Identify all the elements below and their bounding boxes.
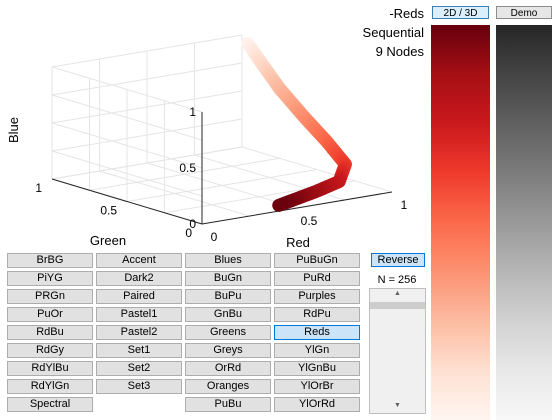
colormap-button-set1[interactable]: Set1	[96, 343, 182, 358]
colormap-button-pastel1[interactable]: Pastel1	[96, 307, 182, 322]
colormap-button-ylgn[interactable]: YlGn	[274, 343, 360, 358]
colormap-button-brbg[interactable]: BrBG	[7, 253, 93, 268]
scroll-up-arrow-icon[interactable]: ▲	[370, 289, 425, 301]
slider-thumb[interactable]	[370, 302, 425, 309]
colormap-type-label: Sequential	[362, 25, 424, 40]
colormap-button-reds[interactable]: Reds	[274, 325, 360, 340]
colormap-button-paired[interactable]: Paired	[96, 289, 182, 304]
grayscale-preview-bar	[496, 25, 552, 420]
green-axis-label: Green	[90, 233, 126, 248]
colormap-button-purd[interactable]: PuRd	[274, 271, 360, 286]
colormap-button-rdpu[interactable]: RdPu	[274, 307, 360, 322]
blue-tick-label: 0.5	[179, 161, 196, 175]
colormap-curve	[241, 36, 352, 212]
colormap-button-ylorrd[interactable]: YlOrRd	[274, 397, 360, 412]
colormap-button-rdylgn[interactable]: RdYlGn	[7, 379, 93, 394]
rgb-3d-plot[interactable]: 0 0.5 1 0 0.5 1 0 0.5 1 Blue Green Red	[0, 0, 425, 255]
red-tick-label: 1	[401, 198, 408, 212]
plot-grid	[51, 34, 393, 225]
colormap-button-oranges[interactable]: Oranges	[185, 379, 271, 394]
colormap-button-purples[interactable]: Purples	[274, 289, 360, 304]
axis-ticks: 0 0.5 1 0 0.5 1 0 0.5 1	[35, 105, 407, 244]
colormap-button-prgn[interactable]: PRGn	[7, 289, 93, 304]
blue-axis-label: Blue	[6, 117, 21, 143]
colormap-name-label: -Reds	[389, 6, 424, 21]
green-tick-label: 0.5	[100, 204, 117, 218]
green-tick-label: 0	[185, 226, 192, 240]
colormap-button-rdgy[interactable]: RdGy	[7, 343, 93, 358]
colormap-button-bugn[interactable]: BuGn	[185, 271, 271, 286]
colormap-preview-bar	[431, 25, 490, 420]
green-tick-label: 1	[35, 181, 42, 195]
colormap-button-blues[interactable]: Blues	[185, 253, 271, 268]
colormap-button-accent[interactable]: Accent	[96, 253, 182, 268]
colormap-button-puor[interactable]: PuOr	[7, 307, 93, 322]
colormap-button-dark2[interactable]: Dark2	[96, 271, 182, 286]
colormap-button-ylgnbu[interactable]: YlGnBu	[274, 361, 360, 376]
n-levels-label: N = 256	[377, 274, 417, 286]
blue-tick-label: 1	[189, 105, 196, 119]
colormap-button-set2[interactable]: Set2	[96, 361, 182, 376]
curve-segment	[272, 197, 289, 212]
colormap-button-bupu[interactable]: BuPu	[185, 289, 271, 304]
colormap-button-gnbu[interactable]: GnBu	[185, 307, 271, 322]
reverse-toggle-button[interactable]: Reverse	[371, 253, 425, 267]
blue-tick-label: 0	[189, 217, 196, 231]
colormap-button-rdbu[interactable]: RdBu	[7, 325, 93, 340]
red-axis-label: Red	[286, 235, 310, 250]
colormap-button-pubu[interactable]: PuBu	[185, 397, 271, 412]
colormap-button-greens[interactable]: Greens	[185, 325, 271, 340]
node-count-label: 9 Nodes	[375, 44, 424, 59]
scroll-down-arrow-icon[interactable]: ▼	[370, 401, 425, 413]
n-levels-slider[interactable]: ▲ ▼	[369, 288, 426, 414]
red-tick-label: 0	[211, 230, 218, 244]
view-2d-3d-toggle-button[interactable]: 2D / 3D	[432, 6, 489, 19]
colormap-button-rdylbu[interactable]: RdYlBu	[7, 361, 93, 376]
colormap-button-pastel2[interactable]: Pastel2	[96, 325, 182, 340]
red-tick-label: 0.5	[301, 214, 318, 228]
colormap-button-set3[interactable]: Set3	[96, 379, 182, 394]
colormap-button-spectral[interactable]: Spectral	[7, 397, 93, 412]
colormap-button-greys[interactable]: Greys	[185, 343, 271, 358]
colormap-button-pubugn[interactable]: PuBuGn	[274, 253, 360, 268]
colormap-button-ylorbr[interactable]: YlOrBr	[274, 379, 360, 394]
colormap-button-orrd[interactable]: OrRd	[185, 361, 271, 376]
demo-button[interactable]: Demo	[496, 6, 552, 19]
colormap-button-piyg[interactable]: PiYG	[7, 271, 93, 286]
